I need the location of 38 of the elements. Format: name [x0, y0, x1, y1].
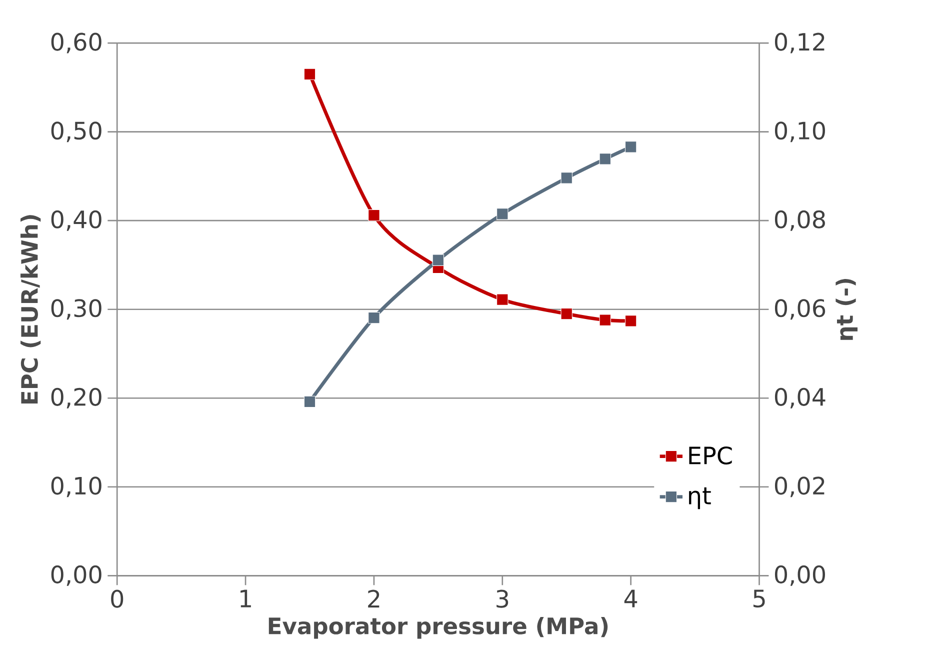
point	[624, 141, 637, 153]
point	[304, 68, 316, 80]
y2-tick-label: 0,08	[774, 210, 825, 232]
x-tick-label: 2	[368, 590, 380, 608]
point	[496, 208, 508, 220]
y2-tick-label: 0,06	[774, 299, 826, 320]
x-tick-label: 0	[111, 590, 124, 608]
y-tick-label: 0,00	[51, 566, 102, 586]
x-tick-label: 1	[240, 590, 251, 608]
y2-tick-label: 0,12	[774, 33, 824, 54]
y-tick-label: 0,50	[51, 122, 102, 142]
legend-label: ηt	[689, 488, 711, 510]
y2-tick-label: 0,00	[774, 566, 825, 586]
point	[560, 308, 572, 320]
x-tick-label: 4	[624, 590, 638, 608]
y2-tick-label: 0,10	[774, 122, 825, 142]
y-tick-label: 0,30	[51, 299, 102, 320]
y-tick-label: 0,60	[51, 33, 102, 54]
y-tick-label: 0,40	[51, 210, 102, 232]
point	[560, 172, 572, 184]
point	[599, 314, 611, 326]
point	[432, 254, 444, 266]
y2-tick-label: 0,02	[774, 476, 824, 498]
point	[624, 315, 637, 327]
x-tick-label: 3	[496, 590, 508, 608]
point	[304, 396, 316, 408]
x-tick-label: 5	[754, 590, 765, 608]
point	[496, 294, 508, 306]
x-axis-title: Evaporator pressure (MPa)	[268, 617, 608, 640]
point	[599, 153, 611, 165]
y-axis-title: EPC (EUR/kWh)	[20, 215, 41, 404]
y-tick-label: 0,10	[51, 476, 102, 498]
legend-label: EPC	[689, 446, 732, 465]
y-tick-label: 0,20	[51, 388, 102, 409]
point	[368, 312, 380, 324]
y2-tick-label: 0,04	[774, 388, 826, 409]
y2-axis-title: ηt (-)	[836, 279, 858, 340]
point	[368, 210, 380, 222]
